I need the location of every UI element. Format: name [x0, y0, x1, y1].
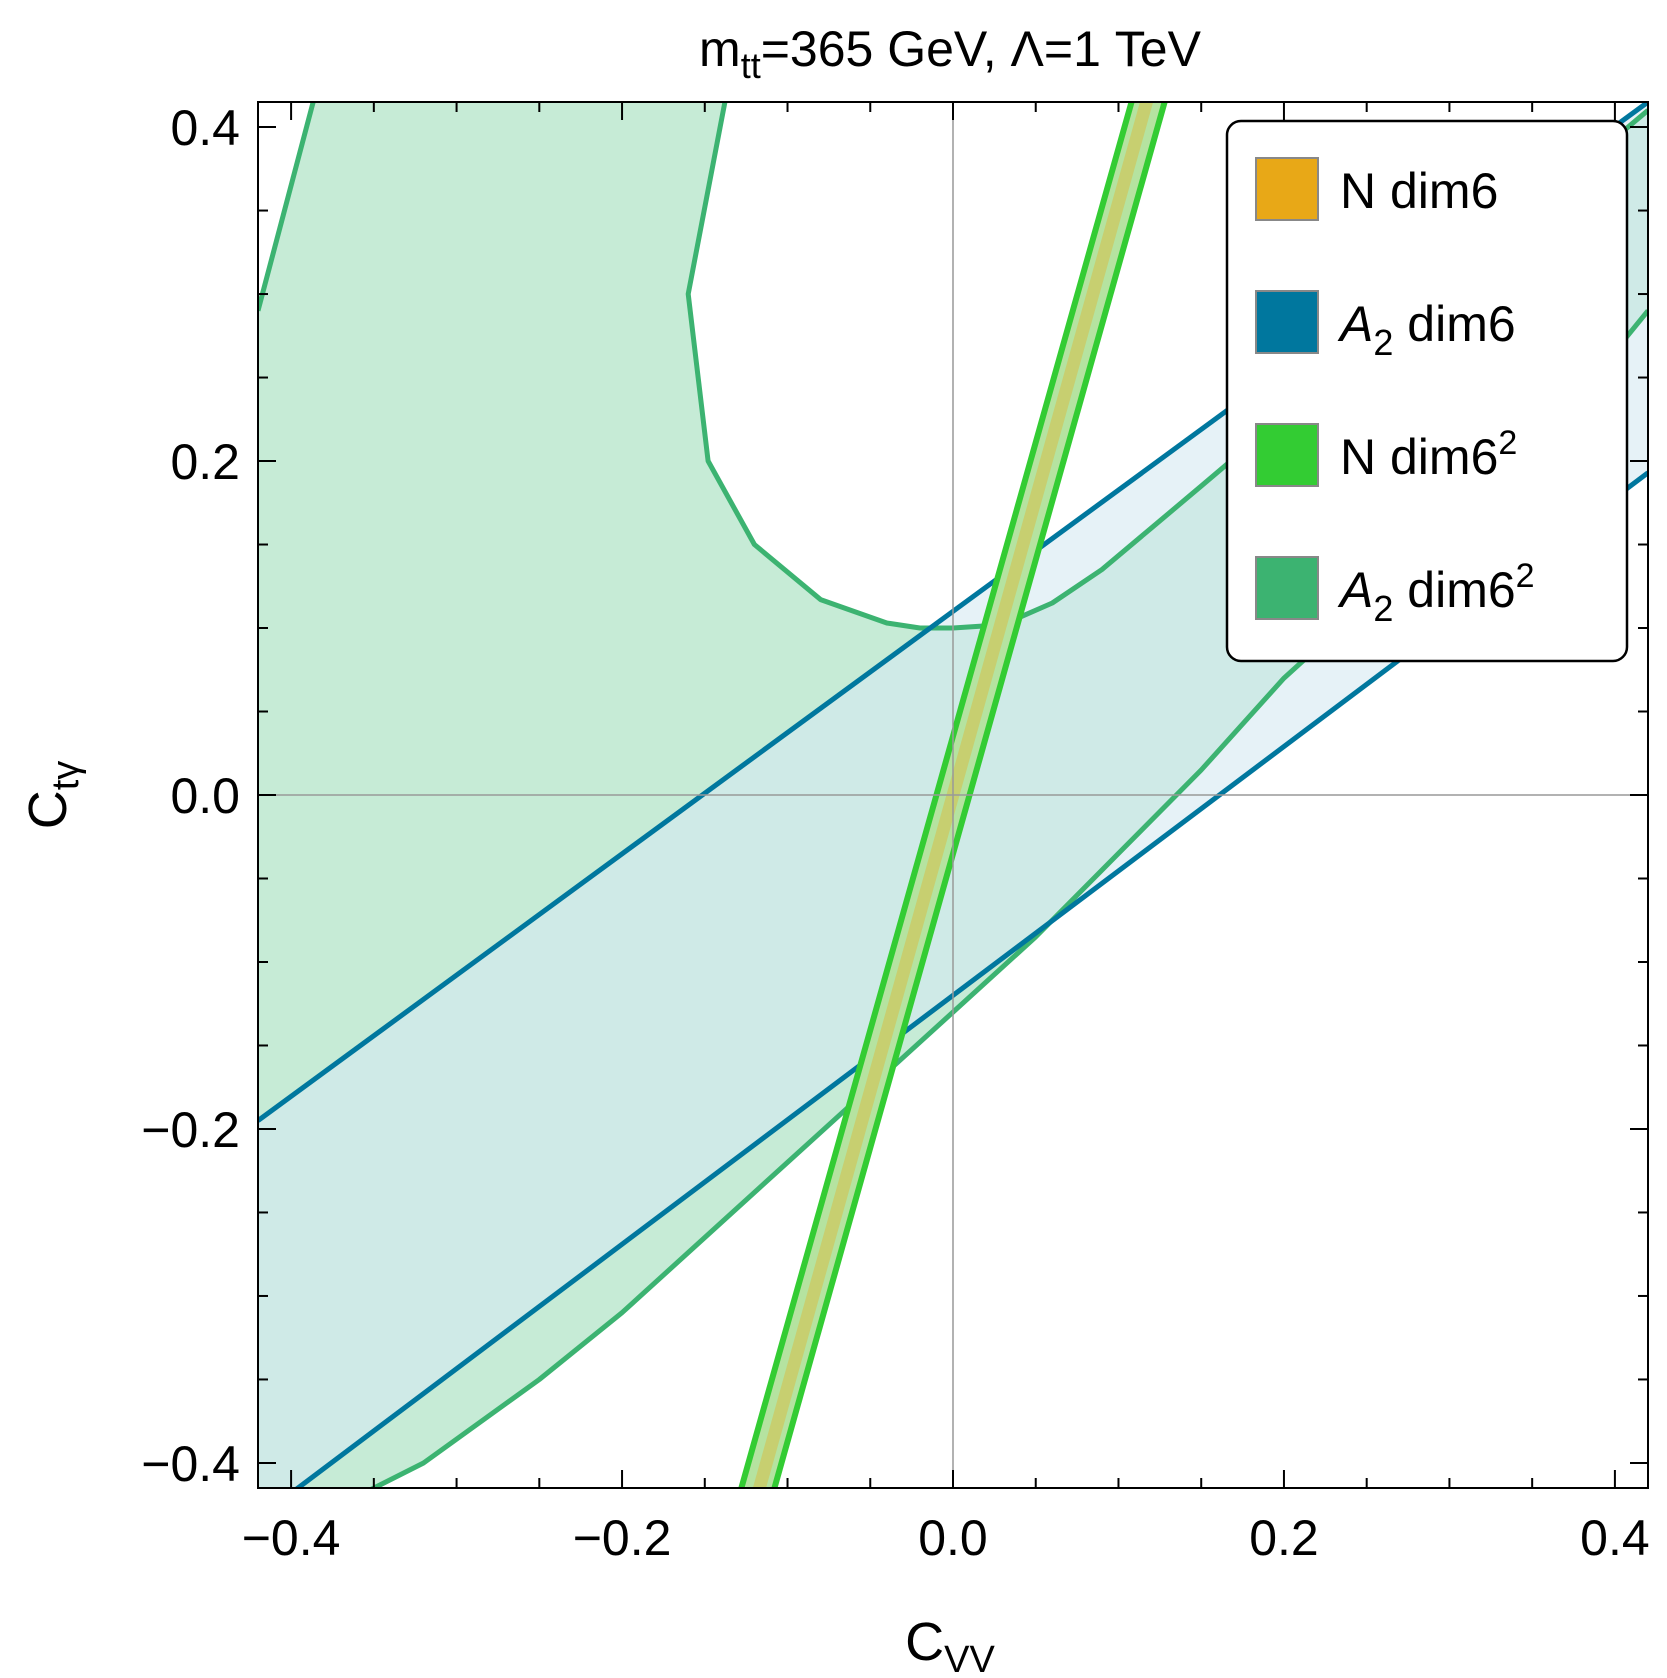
- y-tick-label: 0.2: [170, 434, 240, 490]
- x-axis-label: CVV: [905, 1612, 995, 1678]
- x-axis-label-subscript: VV: [944, 1639, 995, 1678]
- x-tick-label: −0.2: [573, 1510, 672, 1566]
- legend-swatch-n62: [1255, 423, 1319, 487]
- legend-label-a6: A2 dim6: [1337, 296, 1516, 363]
- legend-label-a62: A2 dim62: [1337, 557, 1535, 629]
- y-tick-label: 0.4: [170, 100, 240, 156]
- legend-swatch-a6: [1255, 290, 1319, 354]
- legend-box: [1225, 119, 1629, 663]
- y-tick-label: −0.2: [141, 1102, 240, 1158]
- legend-swatch-n6: [1255, 157, 1319, 221]
- legend: N dim6 A2 dim6 N dim62 A2 dim62: [1225, 119, 1629, 663]
- tick-labels: −0.4 −0.2 0.0 0.2 0.4 −0.4 −0.2 0.0 0.2 0.4: [141, 100, 1649, 1566]
- y-tick-label: 0.0: [170, 768, 240, 824]
- y-axis-label-subscript: tγ: [45, 761, 87, 791]
- x-tick-label: −0.4: [242, 1510, 341, 1566]
- y-axis-label: Ctγ: [18, 761, 87, 830]
- x-tick-label: 0.0: [918, 1510, 988, 1566]
- x-tick-label: 0.2: [1249, 1510, 1319, 1566]
- chart-title: mtt=365 GeV, Λ=1 TeV: [699, 21, 1202, 86]
- axis-ticks: [258, 102, 1648, 1488]
- legend-label-n62: N dim62: [1340, 424, 1517, 485]
- chart-title-subscript: tt: [741, 45, 761, 86]
- x-tick-label: 0.4: [1580, 1510, 1650, 1566]
- legend-label-n6: N dim6: [1340, 163, 1498, 219]
- legend-swatch-a62: [1255, 556, 1319, 620]
- y-tick-label: −0.4: [141, 1436, 240, 1492]
